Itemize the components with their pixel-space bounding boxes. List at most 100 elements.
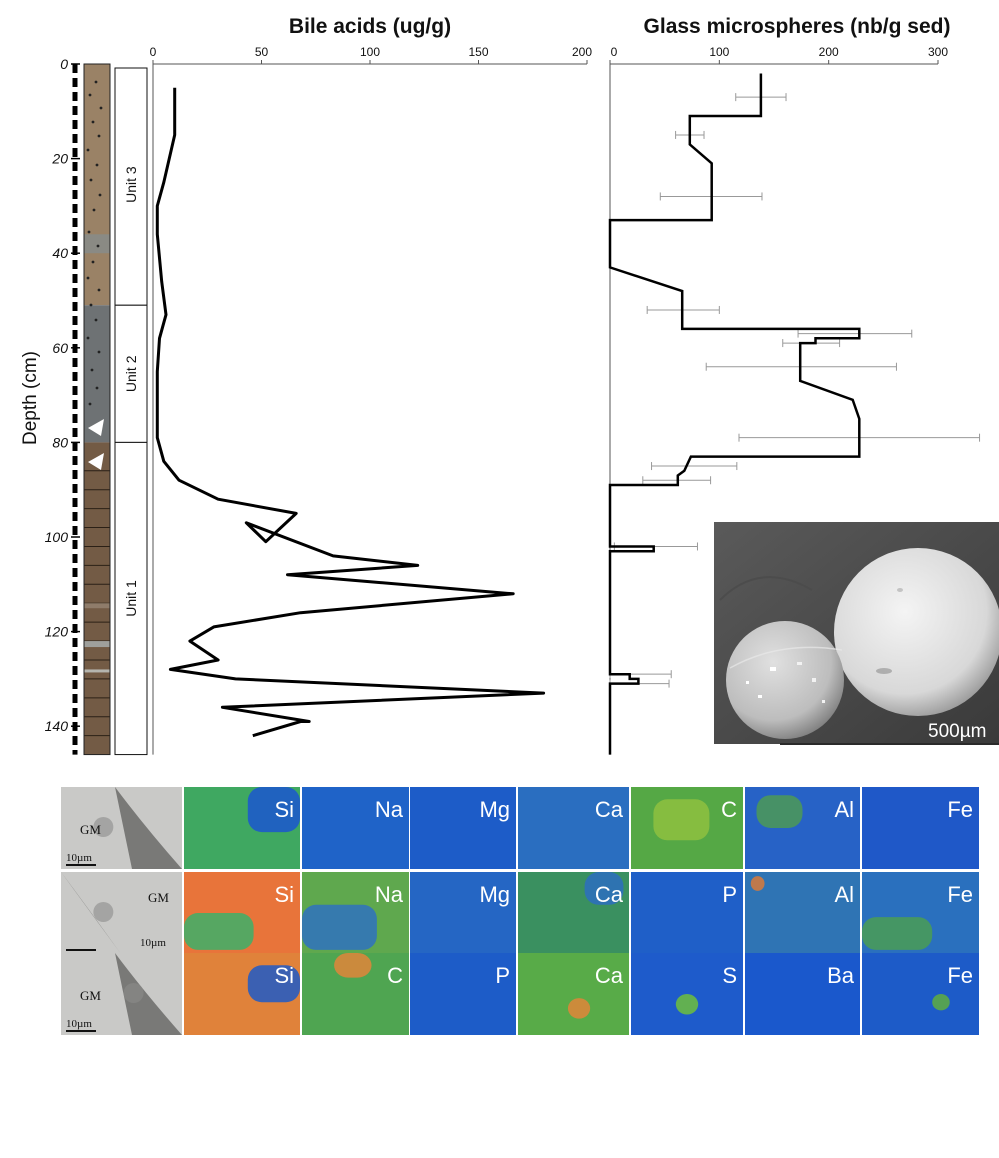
eds-row: GM 10µm Si Na Mg Ca P Al Fe — [61, 872, 979, 954]
element-map — [410, 872, 516, 954]
depth-tick-label: 80 — [52, 434, 68, 450]
element-label: Fe — [947, 882, 973, 907]
sample-marker-upper-icon — [88, 419, 104, 436]
element-label: P — [495, 963, 510, 988]
element-map — [518, 953, 629, 1035]
lithology-grain — [99, 106, 103, 110]
lithology-grain — [88, 93, 92, 97]
x-tick-label: 100 — [709, 45, 729, 59]
eds-row: GM 10µm Si C P Ca S Ba Fe — [61, 953, 979, 1035]
element-map-highlight — [567, 998, 591, 1019]
depth-tick-label: 40 — [52, 245, 68, 261]
x-tick-label: 100 — [360, 45, 380, 59]
element-label: Ba — [827, 963, 855, 988]
glass-microspheres-series-line — [608, 73, 861, 755]
lithology-outline — [83, 63, 111, 756]
unit-box-1 — [114, 441, 148, 756]
element-label: Al — [834, 882, 854, 907]
element-label: Ca — [595, 797, 624, 822]
depth-tick-label: 60 — [52, 340, 68, 356]
depth-tick-label: 0 — [60, 56, 68, 72]
x-tick-label: 0 — [611, 45, 618, 59]
x-tick-label: 200 — [819, 45, 839, 59]
element-label: S — [722, 963, 737, 988]
sem-thumbnail-particle — [93, 902, 114, 922]
lithology-grain — [86, 276, 90, 280]
lithology-grain — [91, 260, 95, 264]
element-label: Na — [375, 797, 404, 822]
element-map-highlight — [584, 872, 624, 905]
thumbnail-scale-label: 10µm — [140, 937, 166, 949]
bile-acids-plot: 0 50 100 150 200 — [150, 45, 592, 755]
bile-acids-title: Bile acids (ug/g) — [289, 15, 451, 38]
depth-axis-label: Depth (cm) — [20, 351, 41, 445]
lithology-grain — [97, 350, 101, 354]
element-map-highlight — [750, 876, 765, 891]
element-map-highlight — [932, 994, 950, 1011]
element-label: C — [721, 797, 737, 822]
element-map-highlight — [247, 965, 300, 1003]
x-tick-label: 200 — [572, 45, 592, 59]
depth-axis: 0 20 40 60 80 100 120 140 — [45, 56, 80, 755]
x-tick-label: 0 — [150, 45, 157, 59]
lithology-unit2 — [84, 305, 110, 443]
sem-thumbnail-texture — [115, 953, 182, 1035]
lithology-grain — [96, 244, 100, 248]
lithology-grain — [97, 134, 101, 138]
element-map-highlight — [334, 953, 372, 978]
unit-label-2: Unit 2 — [123, 355, 139, 392]
sem-thumbnail-texture — [115, 787, 182, 869]
sem-thumbnail-particle — [93, 817, 114, 837]
lithology-light-band — [84, 641, 110, 648]
depth-tick-label: 20 — [51, 151, 68, 167]
element-map — [862, 953, 979, 1035]
sem-microsphere-image: 500µm — [714, 522, 999, 745]
glass-microspheres-plot: 0 100 200 300 — [608, 45, 981, 755]
unit-box-3 — [114, 67, 148, 306]
lithology-grain — [98, 193, 102, 197]
sem-thumbnail-particle — [123, 983, 144, 1003]
lithology-grain — [95, 386, 99, 390]
bile-x-ticks: 0 50 100 150 200 — [150, 45, 592, 64]
eds-row: GM 10µm Si Na Mg Ca C Al Fe — [61, 787, 979, 869]
element-map — [302, 787, 409, 869]
lithology-grain — [91, 120, 95, 124]
element-label: Fe — [947, 963, 973, 988]
element-label: Si — [274, 963, 294, 988]
unit-label-3: Unit 3 — [123, 166, 139, 203]
thumbnail-scale-label: 10µm — [66, 852, 92, 864]
lithology-transition — [84, 234, 110, 254]
lithology-grain — [95, 163, 99, 167]
thumbnail-scale-label: 10µm — [66, 1018, 92, 1030]
lithology-unit3 — [84, 64, 110, 306]
element-map-highlight — [184, 913, 254, 950]
lithology-grain — [97, 288, 101, 292]
glass-microspheres-title: Glass microspheres (nb/g sed) — [644, 15, 951, 38]
x-tick-label: 300 — [928, 45, 948, 59]
lithology-column — [83, 63, 111, 756]
lithology-grain — [88, 402, 92, 406]
bile-acids-series-line — [155, 87, 546, 738]
element-label: Na — [375, 882, 404, 907]
element-map — [862, 787, 979, 869]
sem-thumbnail — [61, 872, 182, 954]
unit-box-2 — [114, 304, 148, 443]
element-map-highlight — [862, 917, 933, 950]
element-label: Mg — [479, 882, 510, 907]
element-label: Al — [834, 797, 854, 822]
element-map — [518, 787, 629, 869]
lithology-grain — [92, 208, 96, 212]
element-map-highlight — [653, 799, 710, 841]
lithology-light-band — [84, 603, 110, 609]
unit-column: Unit 3 Unit 2 Unit 1 — [114, 67, 148, 756]
sample-marker-lower-icon — [88, 453, 104, 470]
lithology-grain — [89, 303, 93, 307]
element-label: Fe — [947, 797, 973, 822]
sem-scale-label: 500µm — [928, 721, 986, 742]
gm-label: GM — [148, 890, 169, 905]
sem-thumbnail-texture — [61, 872, 121, 954]
depth-tick-label: 140 — [45, 718, 69, 734]
lithology-unit1 — [84, 442, 110, 755]
